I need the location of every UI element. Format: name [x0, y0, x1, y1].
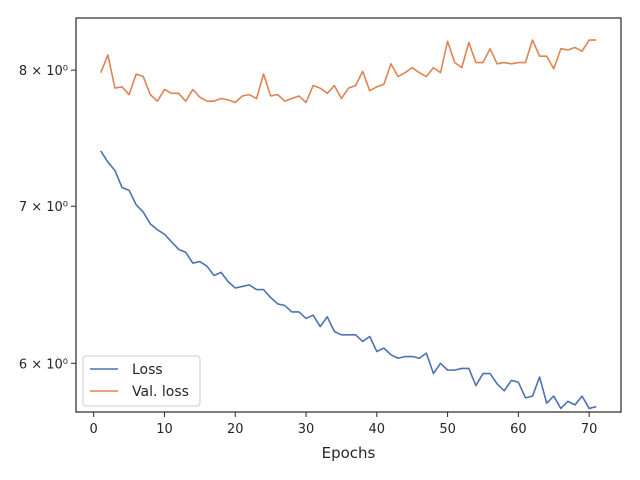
x-tick-label: 30: [298, 422, 315, 437]
y-tick-label: 7 × 10⁰: [19, 200, 68, 215]
legend-label-val-loss: Val. loss: [132, 384, 189, 400]
plot-frame: [75, 17, 622, 413]
x-tick-label: 70: [581, 422, 598, 437]
plot-lines: [100, 39, 597, 410]
x-tick-label: 0: [90, 422, 98, 437]
x-tick-label: 50: [439, 422, 456, 437]
x-tick-label: 10: [156, 422, 173, 437]
legend: Loss Val. loss: [82, 355, 201, 407]
series-line-val-loss: [100, 39, 597, 104]
x-tick-label: 60: [510, 422, 527, 437]
x-axis-ticks: 0 10 20 30 40 50 60 70: [90, 412, 598, 437]
y-tick-label: 8 × 10⁰: [19, 64, 68, 79]
series-line-loss: [100, 150, 597, 410]
legend-label-loss: Loss: [132, 362, 163, 378]
y-axis-ticks: 6 × 10⁰ 7 × 10⁰ 8 × 10⁰: [19, 64, 76, 372]
x-axis-label: Epochs: [322, 444, 376, 462]
x-tick-label: 20: [227, 422, 244, 437]
y-tick-label: 6 × 10⁰: [19, 357, 68, 372]
x-tick-label: 40: [369, 422, 386, 437]
